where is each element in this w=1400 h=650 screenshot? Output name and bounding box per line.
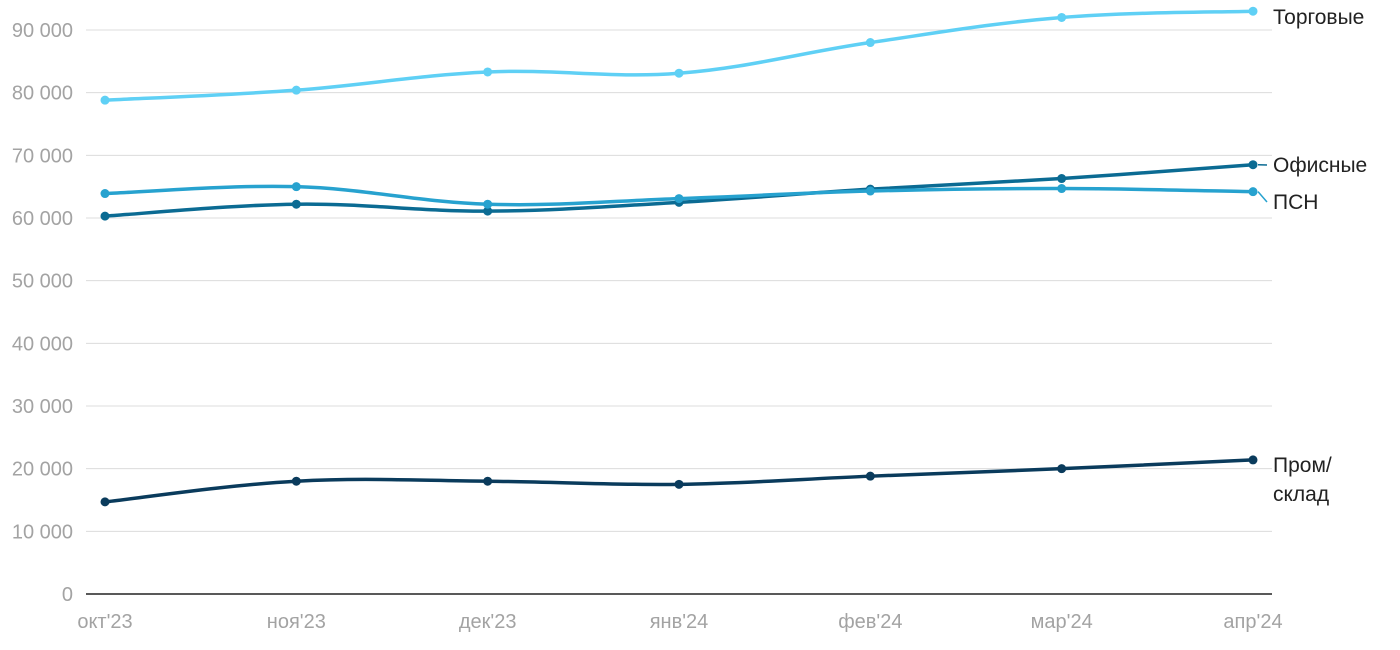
- y-tick-label: 60 000: [12, 208, 73, 230]
- series-lines: [100, 6, 1258, 507]
- series-label: склад: [1273, 483, 1329, 506]
- series-label: Торговые: [1273, 6, 1364, 29]
- data-point: [1057, 174, 1067, 184]
- data-point: [291, 85, 301, 95]
- data-point: [483, 206, 493, 216]
- data-point: [291, 199, 301, 209]
- data-point: [1057, 464, 1067, 474]
- data-point: [100, 95, 110, 105]
- series-group: [100, 182, 1258, 209]
- series-label: Пром/: [1273, 454, 1332, 477]
- data-point: [483, 67, 493, 77]
- y-tick-label: 0: [62, 584, 73, 606]
- x-tick-label: фев'24: [838, 611, 902, 633]
- y-tick-label: 30 000: [12, 396, 73, 418]
- x-axis-ticks: окт'23 ноя'23 дек'23 янв'24 фев'24 мар'24 апр'…: [77, 611, 1282, 633]
- data-point: [1248, 160, 1258, 170]
- series-group: [100, 6, 1258, 105]
- y-tick-label: 80 000: [12, 83, 73, 105]
- y-tick-label: 10 000: [12, 521, 73, 543]
- data-point: [100, 211, 110, 221]
- data-point: [100, 497, 110, 507]
- data-point: [865, 38, 875, 48]
- data-point: [1248, 6, 1258, 16]
- y-tick-label: 50 000: [12, 271, 73, 293]
- data-point: [674, 194, 684, 204]
- x-tick-label: окт'23: [77, 611, 132, 633]
- data-point: [1248, 187, 1258, 197]
- data-point: [1248, 455, 1258, 465]
- y-tick-label: 70 000: [12, 145, 73, 167]
- data-point: [291, 476, 301, 486]
- data-point: [1057, 12, 1067, 22]
- label-leader-line: [1257, 191, 1268, 203]
- x-tick-label: янв'24: [650, 611, 709, 633]
- series-line: [103, 162, 1255, 218]
- series-labels: Торговые Офисные ПСН Пром/склад: [1257, 6, 1367, 506]
- data-point: [674, 479, 684, 489]
- y-tick-label: 20 000: [12, 459, 73, 481]
- data-point: [483, 199, 493, 209]
- data-point: [865, 471, 875, 481]
- y-axis-ticks: 0 10 000 20 000 30 000 40 000 50 000 60 000 70 …: [12, 20, 73, 606]
- series-label: ПСН: [1273, 191, 1318, 214]
- x-tick-label: ноя'23: [267, 611, 326, 633]
- series-label: Офисные: [1273, 154, 1367, 177]
- series-line: [103, 9, 1255, 102]
- x-tick-label: мар'24: [1031, 611, 1093, 633]
- data-point: [865, 186, 875, 196]
- y-tick-label: 40 000: [12, 333, 73, 355]
- data-point: [100, 189, 110, 199]
- data-point: [483, 476, 493, 486]
- y-tick-label: 90 000: [12, 20, 73, 42]
- data-point: [674, 68, 684, 78]
- series-group: [100, 160, 1258, 221]
- x-tick-label: дек'23: [459, 611, 517, 633]
- gridlines: [86, 29, 1272, 532]
- data-point: [1057, 184, 1067, 194]
- data-point: [291, 182, 301, 192]
- x-tick-label: апр'24: [1223, 611, 1282, 633]
- series-group: [100, 455, 1258, 507]
